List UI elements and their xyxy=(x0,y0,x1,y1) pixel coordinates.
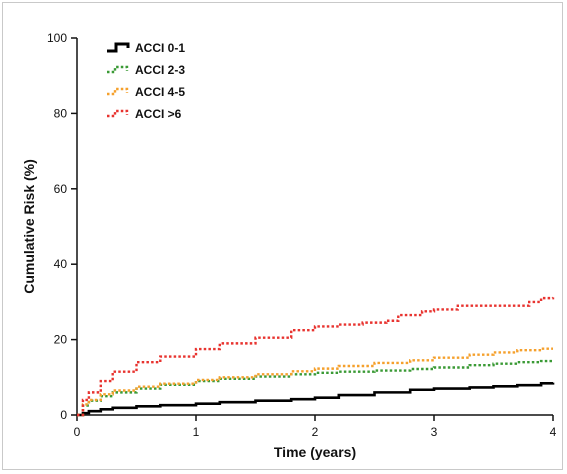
legend-swatch xyxy=(107,109,129,118)
figure-frame xyxy=(2,2,563,470)
legend-swatch xyxy=(107,87,129,96)
x-tick-label: 1 xyxy=(193,425,200,439)
legend-label: ACCI >6 xyxy=(135,107,182,121)
y-tick-label: 0 xyxy=(60,408,67,422)
y-tick-label: 80 xyxy=(54,106,68,120)
legend-label: ACCI 2-3 xyxy=(135,63,185,77)
x-tick-label: 4 xyxy=(550,425,557,439)
y-axis-label: Cumulative Risk (%) xyxy=(21,159,37,294)
y-tick-label: 20 xyxy=(54,333,68,347)
legend: ACCI 0-1 ACCI 2-3 ACCI 4-5 ACCI >6 xyxy=(107,41,185,121)
series-line-acci-6 xyxy=(77,296,555,417)
series-layer xyxy=(77,296,555,417)
series-line-acci-0-1 xyxy=(77,382,555,417)
y-tick-label: 40 xyxy=(54,257,68,271)
legend-label: ACCI 0-1 xyxy=(135,41,185,55)
x-axis-label: Time (years) xyxy=(274,444,356,460)
x-tick-label: 3 xyxy=(431,425,438,439)
legend-swatch xyxy=(107,42,130,53)
x-tick-label: 2 xyxy=(312,425,319,439)
legend-swatch xyxy=(107,65,129,74)
y-tick-label: 60 xyxy=(54,182,68,196)
axes: 0 20 40 60 80 100 0 1 2 3 4 xyxy=(47,31,557,439)
legend-label: ACCI 4-5 xyxy=(135,85,185,99)
y-tick-label: 100 xyxy=(47,31,67,45)
x-tick-label: 0 xyxy=(74,425,81,439)
